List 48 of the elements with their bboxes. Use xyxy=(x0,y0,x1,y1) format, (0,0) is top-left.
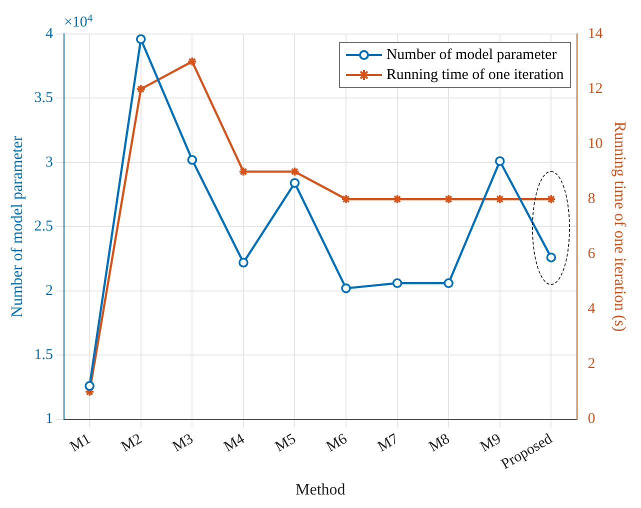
y-tick-label: 3.5 xyxy=(34,90,53,106)
point xyxy=(444,278,454,288)
x-tick-label: M9 xyxy=(478,431,504,456)
point xyxy=(546,194,556,204)
point xyxy=(392,194,402,204)
y-tick-label: 3 xyxy=(45,154,53,170)
x-tick-label: M8 xyxy=(426,431,453,456)
legend-label: Number of model parameter xyxy=(386,46,557,65)
point xyxy=(444,194,454,204)
point xyxy=(392,278,402,288)
x-tick-label: M6 xyxy=(324,430,350,456)
y2-tick-label: 4 xyxy=(588,301,596,318)
point xyxy=(136,84,146,94)
x-axis-title: Method xyxy=(295,482,346,499)
point xyxy=(341,283,351,294)
point xyxy=(546,252,556,262)
x-tick-label: M1 xyxy=(68,431,94,456)
x-tick-label: M3 xyxy=(170,431,196,456)
point xyxy=(187,56,198,66)
point xyxy=(494,194,505,204)
point xyxy=(290,166,300,177)
y2-tick-label: 8 xyxy=(588,191,596,208)
y2-tick-label: 6 xyxy=(588,246,596,262)
point xyxy=(290,178,300,188)
point xyxy=(238,258,248,268)
x-tick-label: M2 xyxy=(118,431,145,456)
y-tick-label: 4 xyxy=(45,26,54,42)
legend-label: Running time of one iteration xyxy=(386,66,564,85)
point xyxy=(341,194,351,204)
y2-tick-label: 12 xyxy=(588,80,603,97)
x-tick-label: M5 xyxy=(272,431,299,456)
y-tick-label: 1 xyxy=(45,411,53,428)
y-tick-label: 2.5 xyxy=(34,218,53,235)
point xyxy=(494,156,505,166)
y2-tick-label: 2 xyxy=(588,356,596,372)
point xyxy=(238,166,248,177)
y2-axis-title: Running time of one iteration (s) xyxy=(611,122,628,332)
point xyxy=(187,154,198,165)
y2-tick-label: 10 xyxy=(588,136,603,152)
y-axis-title: Number of model parameter xyxy=(8,135,26,318)
x-tick-label: M7 xyxy=(375,430,402,456)
point xyxy=(84,381,94,391)
y-tick-label: 1.5 xyxy=(34,347,53,364)
y-tick-label: 2 xyxy=(45,282,53,299)
y2-tick-label: 14 xyxy=(588,26,604,42)
x-tick-label: M4 xyxy=(221,430,248,456)
y2-tick-label: 0 xyxy=(588,411,596,428)
point xyxy=(136,34,146,44)
